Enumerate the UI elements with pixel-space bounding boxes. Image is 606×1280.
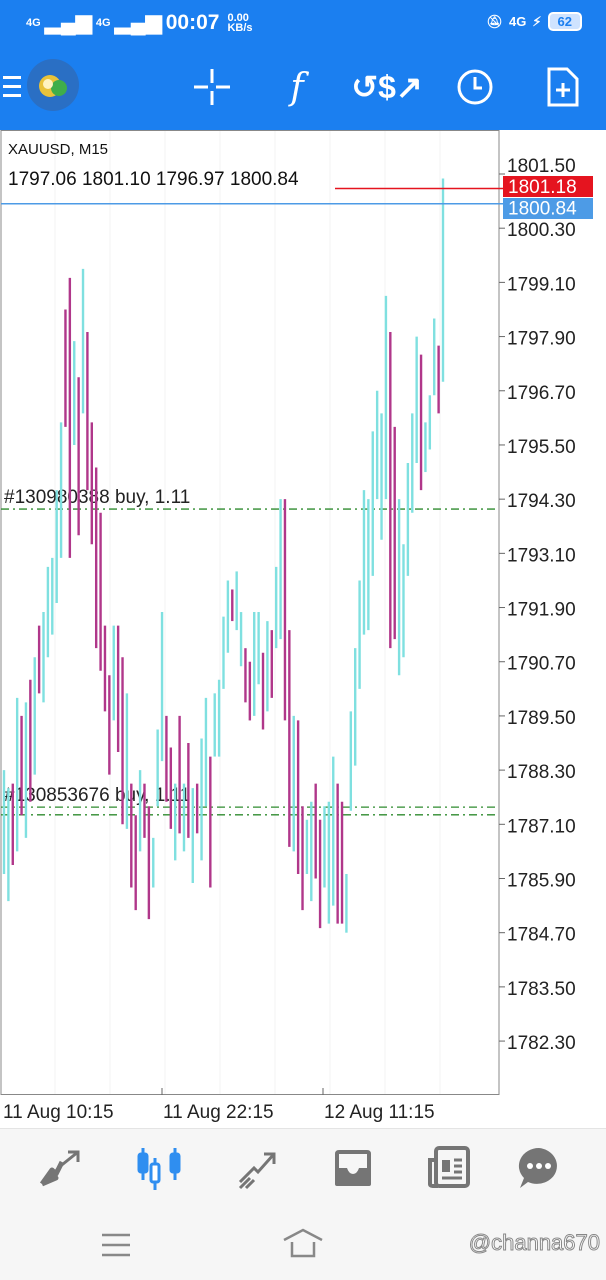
nav-trade[interactable] [232, 1145, 282, 1191]
timeframe-button[interactable] [452, 64, 498, 110]
function-icon: f [290, 66, 304, 108]
y-tick-label: 1787.10 [507, 816, 576, 837]
nav-quotes[interactable] [36, 1145, 86, 1191]
trend-up-icon [238, 1152, 276, 1190]
nav-news[interactable] [424, 1145, 474, 1191]
bottom-nav [0, 1128, 606, 1207]
battery-level: 62 [547, 12, 582, 31]
y-tick-label: 1796.70 [507, 383, 576, 404]
y-tick-label: 1788.30 [507, 762, 576, 783]
nav-messages[interactable] [514, 1145, 564, 1191]
y-tick-label: 1799.10 [507, 274, 576, 295]
time-label: 12 Aug 11:15 [324, 1102, 435, 1123]
network-icon: 4G [509, 14, 527, 29]
inbox-tray-icon [335, 1150, 371, 1186]
crosshair-icon [194, 69, 230, 105]
y-tick-label: 1797.90 [507, 329, 576, 350]
net-speed-unit: KB/s [227, 21, 253, 34]
crosshair-button[interactable] [189, 64, 235, 110]
nav-history[interactable] [328, 1145, 378, 1191]
app-logo-icon [27, 59, 79, 111]
y-tick-label: 1795.50 [507, 437, 576, 458]
toolbar: f ↺$↗ [0, 44, 606, 130]
price-chart[interactable]: 1801.50 1800.30 1799.10 1797.90 1796.70 1795.… [0, 130, 606, 1128]
y-tick-label: 1790.70 [507, 654, 576, 675]
watermark: @channa670 [468, 1230, 600, 1256]
home-icon [283, 1228, 323, 1258]
y-tick-label: 1789.50 [507, 708, 576, 729]
y-tick-label: 1791.90 [507, 600, 576, 621]
order-label: #130853676 buy, 1.11 [4, 785, 190, 806]
ask-price-label: 1801.18 [508, 177, 577, 198]
candlestick-icon [137, 1148, 181, 1190]
status-bar: 4G ▂▄▆ 4G ▂▄▆ 00:07 0.00 KB/s 🔕︎ 4G ⚡︎ 62 [0, 0, 606, 44]
time-label: 11 Aug 10:15 [3, 1102, 114, 1123]
bid-price-tag [503, 198, 593, 219]
menu-lines-icon [102, 1233, 130, 1257]
net-speed-value: 0.00 [227, 11, 249, 24]
menu-icon [3, 76, 21, 97]
system-nav-bar: @channa670 [0, 1206, 606, 1280]
y-tick-label: 1783.50 [507, 979, 576, 1000]
signal-icon: 4G [95, 16, 111, 29]
y-tick-label: 1784.70 [507, 925, 576, 946]
chat-bubble-icon [518, 1147, 557, 1188]
symbol-label: XAUUSD, M15 [8, 141, 108, 158]
time-label: 11 Aug 22:15 [163, 1102, 274, 1123]
trade-button[interactable]: ↺$↗ [351, 64, 422, 110]
bid-price-label: 1800.84 [508, 199, 577, 220]
mute-bell-icon: 🔕︎ [486, 13, 504, 29]
y-tick-label: 1800.30 [507, 220, 576, 241]
chart-area[interactable]: 1801.50 1800.30 1799.10 1797.90 1796.70 1795.… [0, 130, 606, 1128]
signal-icon: 4G [26, 16, 41, 29]
chart-frame [0, 130, 500, 1095]
signal-bars-icon: ▂▄▆ [44, 11, 92, 34]
charging-icon: ⚡︎ [532, 13, 542, 29]
y-tick-label: 1801.50 [507, 156, 576, 177]
y-tick-label: 1794.30 [507, 491, 576, 512]
newspaper-icon [428, 1146, 470, 1188]
y-tick-label: 1793.10 [507, 545, 576, 566]
new-document-icon [547, 67, 579, 107]
ask-price-tag [503, 176, 593, 197]
menu-button[interactable] [0, 64, 38, 110]
nav-chart[interactable] [134, 1145, 184, 1191]
y-tick-label: 1785.90 [507, 870, 576, 891]
clock: 00:07 [165, 10, 220, 34]
app-logo[interactable] [26, 58, 80, 112]
indicators-button[interactable]: f [274, 64, 320, 110]
ohlc-readout: 1797.06 1801.10 1796.97 1800.84 [8, 169, 299, 190]
signal-bars-icon: ▂▄▆ [114, 11, 162, 34]
recent-apps-button[interactable] [100, 1232, 132, 1263]
y-tick-label: 1782.30 [507, 1033, 576, 1054]
dollar-arrows-icon: ↺$↗ [351, 69, 423, 105]
home-button[interactable] [282, 1228, 324, 1263]
new-order-button[interactable] [540, 64, 586, 110]
net-speed: 0.00 KB/s [227, 11, 253, 34]
clock-icon [457, 69, 493, 105]
quotes-arrows-icon [39, 1150, 80, 1187]
